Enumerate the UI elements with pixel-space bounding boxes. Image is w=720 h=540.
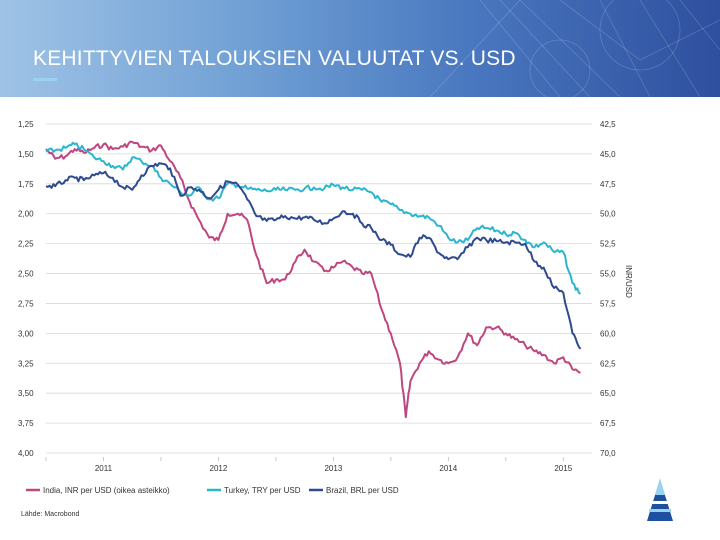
right-tick-label: 57,5: [600, 299, 616, 308]
series-line-3: [45, 162, 582, 350]
x-tick-label: 2013: [324, 464, 342, 473]
right-tick-label: 65,0: [600, 389, 616, 398]
right-tick-label: 42,5: [600, 120, 616, 129]
right-tick-label: 62,5: [600, 359, 616, 368]
right-tick-label: 45,0: [600, 150, 616, 159]
currency-chart: 1,25 1,50 1,75 2,00 2,25 2,50 2,75 3,00 3,25 3,50…: [18, 120, 633, 495]
legend-label: India, INR per USD (oikea asteikko): [43, 486, 170, 495]
left-tick-label: 3,75: [18, 419, 34, 428]
title-underline: [33, 78, 57, 81]
header-decoration: [429, 0, 720, 97]
right-tick-label: 60,0: [600, 329, 616, 338]
x-tick-label: 2012: [210, 464, 228, 473]
left-tick-label: 3,00: [18, 329, 34, 338]
slide-header: KEHITTYVIEN TALOUKSIEN VALUUTAT VS. USD: [0, 0, 720, 97]
left-tick-label: 1,25: [18, 120, 34, 129]
x-axis-ticks: 2011 2012 2013 2014 2015: [45, 457, 573, 473]
x-tick-label: 2014: [439, 464, 457, 473]
series-lines: [45, 140, 582, 419]
left-axis-ticks: 1,25 1,50 1,75 2,00 2,25 2,50 2,75 3,00 3,25 3,50…: [18, 120, 34, 458]
left-tick-label: 4,00: [18, 449, 34, 458]
left-tick-label: 3,25: [18, 359, 34, 368]
source-note: Lähde: Macrobond: [21, 511, 80, 518]
right-tick-label: 55,0: [600, 270, 616, 279]
right-tick-label: 70,0: [600, 449, 616, 458]
right-axis-label: INR/USD: [624, 265, 633, 298]
legend-label: Turkey, TRY per USD: [224, 486, 301, 495]
right-tick-label: 67,5: [600, 419, 616, 428]
x-tick-label: 2011: [95, 464, 113, 473]
slide-title: KEHITTYVIEN TALOUKSIEN VALUUTAT VS. USD: [33, 47, 516, 70]
left-tick-label: 1,50: [18, 150, 34, 159]
series-line-1: [45, 140, 581, 419]
right-tick-label: 47,5: [600, 180, 616, 189]
gridlines: [46, 123, 592, 454]
right-tick-label: 52,5: [600, 240, 616, 249]
legend-label: Brazil, BRL per USD: [326, 486, 399, 495]
series-line-2: [45, 141, 582, 295]
brand-logo: [647, 479, 673, 521]
left-tick-label: 3,50: [18, 389, 34, 398]
left-tick-label: 2,50: [18, 270, 34, 279]
left-tick-label: 2,25: [18, 240, 34, 249]
right-tick-label: 50,0: [600, 210, 616, 219]
left-tick-label: 1,75: [18, 180, 34, 189]
x-tick-label: 2015: [554, 464, 572, 473]
right-axis-ticks: 42,5 45,0 47,5 50,0 52,5 55,0 57,5 60,0 62,5 65,0…: [600, 120, 616, 458]
chart-legend: India, INR per USD (oikea asteikko) Turke…: [26, 486, 399, 495]
left-tick-label: 2,75: [18, 299, 34, 308]
left-tick-label: 2,00: [18, 210, 34, 219]
